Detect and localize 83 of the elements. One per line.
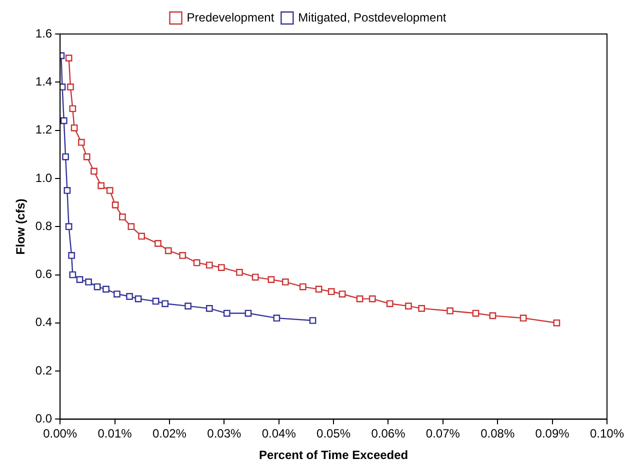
legend-label: Predevelopment	[186, 10, 275, 24]
point	[405, 302, 412, 310]
point	[206, 262, 213, 269]
point	[489, 312, 496, 320]
point	[206, 305, 213, 312]
point	[356, 295, 364, 302]
point	[282, 278, 289, 286]
point	[94, 283, 101, 290]
point	[553, 319, 560, 326]
point	[154, 240, 162, 247]
point	[64, 187, 71, 194]
x-tick-label: 0.00%	[43, 426, 78, 441]
point	[315, 286, 322, 293]
point	[98, 182, 105, 190]
y-tick-label: 0.6	[35, 267, 52, 282]
y-tick-label: 0.0	[35, 412, 52, 426]
point	[119, 214, 126, 220]
point	[338, 290, 346, 298]
x-tick-label: 0.08%	[480, 426, 515, 441]
point	[128, 223, 135, 230]
point	[252, 274, 259, 281]
y-tick-label: 1.2	[35, 122, 52, 137]
x-tick-label: 0.07%	[426, 426, 460, 441]
point	[309, 317, 316, 324]
point	[65, 223, 72, 230]
point	[418, 305, 426, 312]
point	[90, 168, 98, 175]
point	[69, 105, 76, 112]
point	[218, 264, 225, 271]
point	[368, 295, 376, 302]
point	[102, 286, 110, 293]
point	[273, 314, 280, 322]
y-tick-label: 0.8	[35, 218, 52, 233]
point	[68, 252, 75, 259]
x-tick-label: 0.10%	[590, 426, 624, 441]
point	[244, 310, 252, 317]
point	[328, 288, 335, 296]
point	[78, 138, 85, 146]
y-tick-label: 1.0	[35, 170, 52, 185]
point	[193, 259, 200, 266]
y-tick-label: 1.4	[35, 74, 52, 88]
point	[69, 271, 76, 278]
point	[299, 283, 306, 290]
point	[67, 84, 74, 90]
point	[70, 124, 78, 132]
x-tick-label: 0.04%	[262, 426, 296, 441]
point	[236, 268, 243, 276]
point	[184, 302, 192, 310]
y-tick-label: 0.4	[35, 315, 52, 330]
legend-label: Mitigated, Postdevelopment	[298, 10, 447, 24]
point	[179, 252, 186, 259]
point	[62, 153, 69, 160]
point	[65, 54, 72, 62]
x-tick-label: 0.01%	[98, 426, 132, 441]
point	[76, 276, 84, 283]
point	[223, 310, 230, 317]
x-tick-label: 0.02%	[152, 426, 187, 441]
y-axis-title: Flow (cfs)	[14, 198, 28, 255]
point	[520, 314, 527, 322]
point	[164, 247, 172, 254]
point	[268, 276, 275, 283]
point	[83, 153, 90, 160]
point	[152, 298, 160, 305]
point	[446, 307, 454, 314]
point	[162, 300, 169, 308]
y-tick-label: 1.6	[35, 26, 52, 40]
point	[472, 310, 480, 317]
point	[60, 117, 68, 124]
x-tick-label: 0.09%	[535, 426, 570, 441]
point	[112, 202, 119, 208]
point	[126, 292, 133, 300]
x-tick-label: 0.06%	[371, 426, 406, 441]
point	[134, 295, 142, 302]
point	[386, 300, 394, 308]
point	[106, 187, 114, 194]
point	[138, 232, 145, 240]
point	[85, 278, 92, 286]
point	[114, 290, 120, 298]
y-tick-label: 0.2	[35, 363, 52, 378]
x-tick-label: 0.03%	[207, 426, 242, 441]
point	[60, 84, 66, 90]
x-axis-title: Percent of Time Exceeded	[258, 448, 408, 462]
x-tick-label: 0.05%	[316, 426, 351, 441]
